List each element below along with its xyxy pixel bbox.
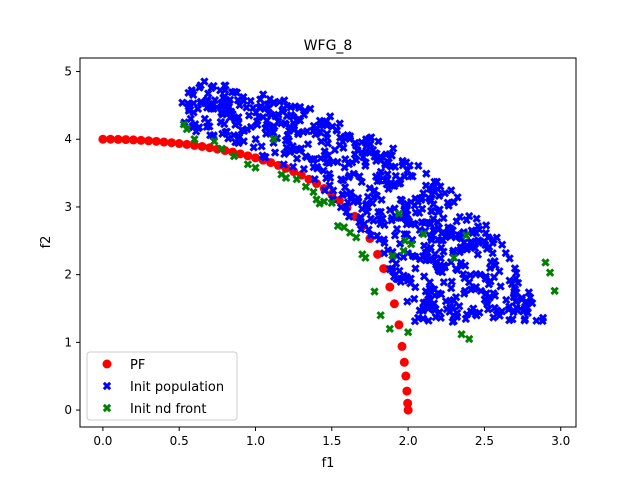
x-tick-label: 0.5: [170, 434, 189, 448]
pf-point: [389, 299, 399, 309]
pf-point: [167, 138, 177, 148]
pf-point: [205, 143, 215, 153]
pf-point: [373, 249, 383, 259]
y-tick-label: 5: [64, 65, 72, 79]
pf-point: [136, 135, 146, 145]
y-axis-label: f2: [39, 236, 54, 249]
pf-point: [401, 371, 411, 381]
pf-point: [113, 134, 123, 144]
legend-label-init-nd-front: Init nd front: [130, 402, 206, 417]
x-tick-label: 0.0: [93, 434, 112, 448]
pf-point: [403, 398, 413, 408]
x-axis-label: f1: [322, 456, 335, 471]
y-tick-label: 0: [64, 403, 72, 417]
x-tick-label: 2.5: [475, 434, 494, 448]
pf-point: [243, 151, 253, 161]
pf-point: [182, 139, 192, 149]
x-tick-label: 2.0: [399, 434, 418, 448]
legend-frame: [86, 351, 238, 421]
plot-area: [79, 57, 577, 428]
y-axis: 0 1 2 3 4 5: [64, 65, 80, 417]
pf-point: [144, 136, 154, 146]
y-tick-label: 1: [64, 335, 72, 349]
pf-point: [385, 282, 395, 292]
pf-point: [379, 264, 389, 274]
y-tick-label: 3: [64, 200, 72, 214]
x-tick-label: 1.0: [246, 434, 265, 448]
pf-point: [151, 136, 161, 146]
x-axis: 0.0 0.5 1.0 1.5 2.0 2.5 3.0: [93, 427, 570, 448]
pf-point: [128, 135, 138, 145]
pf-point: [121, 135, 131, 145]
legend-marker-pf: [102, 359, 112, 369]
pf-point: [159, 137, 169, 147]
chart-title: WFG_8: [304, 38, 353, 54]
pf-point: [174, 139, 184, 149]
pf-point: [397, 341, 407, 351]
legend: PF Init population Init nd front: [86, 351, 238, 421]
pf-point: [399, 357, 409, 367]
legend-label-init-population: Init population: [130, 380, 224, 395]
pf-point: [334, 195, 344, 205]
pf-point: [394, 320, 404, 330]
x-tick-label: 1.5: [322, 434, 341, 448]
y-tick-label: 4: [64, 132, 72, 146]
y-tick-label: 2: [64, 268, 72, 282]
plot-frame: [79, 57, 577, 428]
pf-point: [235, 149, 245, 159]
pf-point: [106, 134, 116, 144]
pf-point: [251, 153, 261, 163]
pf-point: [98, 134, 108, 144]
legend-label-pf: PF: [130, 358, 145, 373]
x-tick-label: 3.0: [551, 434, 570, 448]
pf-point: [402, 386, 412, 396]
pf-point: [403, 405, 413, 415]
pf-point: [197, 141, 207, 151]
